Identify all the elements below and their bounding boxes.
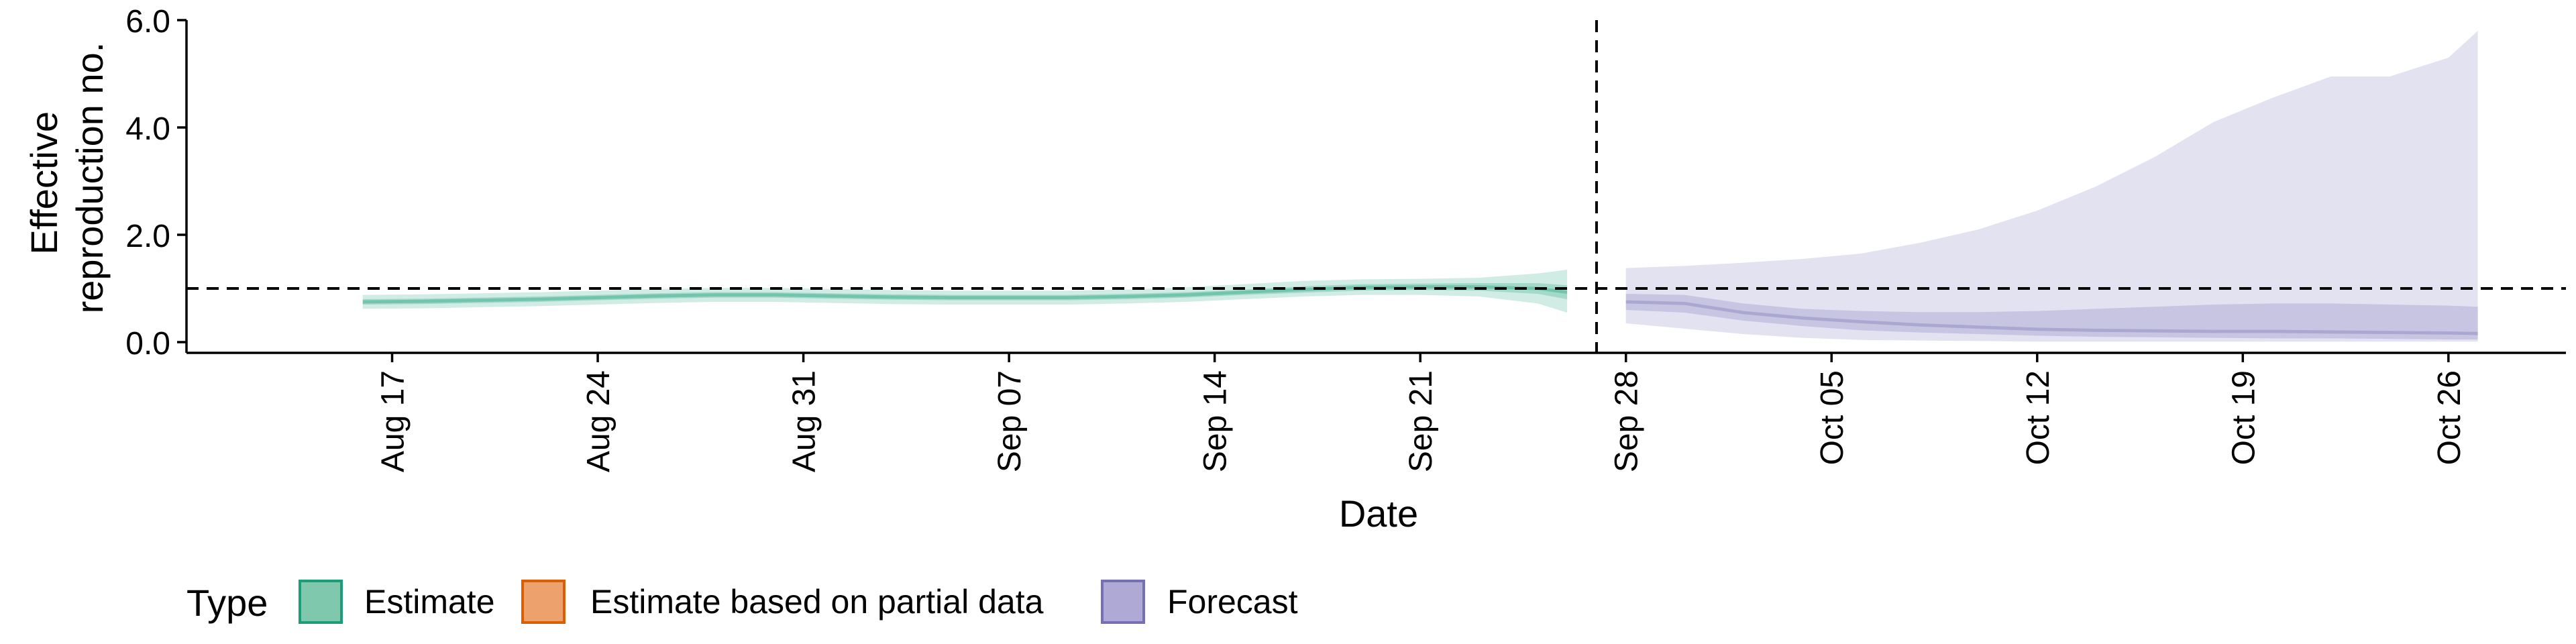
- legend-label-forecast: Forecast: [1167, 583, 1298, 621]
- x-tick-label: Aug 31: [787, 370, 822, 472]
- x-tick-label: Sep 21: [1403, 370, 1439, 472]
- x-tick-label: Aug 17: [376, 370, 411, 472]
- y-axis-label-line-1: Effective: [23, 111, 65, 255]
- x-tick-label: Aug 24: [581, 370, 616, 472]
- legend-key-estimate-based-on-partial-data: [521, 580, 566, 624]
- estimate-band-50: [362, 283, 1568, 305]
- axes: [177, 19, 2566, 362]
- legend-title: Type: [186, 582, 268, 624]
- x-tick-label: Sep 28: [1609, 370, 1645, 472]
- forecast-band-50: [1625, 294, 2478, 339]
- x-tick-label: Oct 19: [2226, 370, 2261, 465]
- tick-labels: 0.0 2.0 4.0 6.0 Aug 17 Aug 24 Aug 31 Sep 07 Sep …: [125, 4, 2467, 472]
- y-tick-label: 6.0: [125, 4, 170, 40]
- estimate-band-90: [362, 270, 1568, 313]
- forecast-band-90: [1625, 31, 2478, 342]
- x-tick-label: Sep 07: [992, 370, 1028, 472]
- reference-lines: [186, 20, 2566, 353]
- y-tick-label: 4.0: [125, 111, 170, 147]
- x-axis-label: Date: [1339, 492, 1418, 535]
- legend-label-estimate-based-on-partial-data: Estimate based on partial data: [590, 583, 1044, 621]
- legend: Type Estimate Estimate based on partial d…: [186, 580, 1298, 624]
- legend-key-estimate: [299, 580, 343, 624]
- x-tick-label: Sep 14: [1198, 370, 1234, 472]
- x-tick-label: Oct 12: [2021, 370, 2056, 465]
- x-tick-label: Oct 05: [1815, 370, 1850, 465]
- x-tick-label: Oct 26: [2432, 370, 2467, 465]
- y-axis-label: Effective reproduction no.: [23, 42, 111, 314]
- y-tick-label: 0.0: [125, 326, 170, 362]
- estimate-median-band: [362, 285, 1568, 304]
- forecast-median-band: [1625, 300, 2478, 335]
- legend-label-estimate: Estimate: [364, 583, 495, 621]
- uncertainty-bands: [362, 31, 2478, 342]
- y-tick-label: 2.0: [125, 219, 170, 254]
- y-axis-label-line-2: reproduction no.: [68, 42, 111, 314]
- legend-key-forecast: [1101, 580, 1145, 624]
